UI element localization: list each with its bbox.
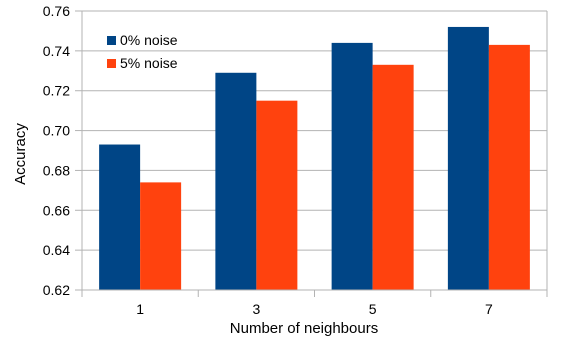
legend-label-0: 0% noise (120, 32, 178, 48)
y-tick-label-2: 0.66 (43, 202, 70, 218)
bar-noise0-k1 (99, 144, 141, 290)
y-tick-label-6: 0.74 (43, 43, 70, 59)
y-tick-label-7: 0.76 (43, 3, 70, 19)
bar-noise0-k5 (331, 42, 373, 291)
bar-noise5-k5 (372, 64, 414, 290)
bar-noise0-k3 (215, 72, 257, 291)
legend: 0% noise 5% noise (107, 32, 178, 71)
x-tick-label-5: 5 (369, 301, 377, 317)
y-axis-label: Accuracy (12, 123, 29, 185)
legend-swatch-1 (107, 59, 116, 68)
bar-noise0-k7 (447, 26, 489, 290)
y-tick-label-4: 0.70 (43, 123, 70, 139)
x-axis-label: Number of neighbours (230, 320, 378, 337)
bar-noise5-k3 (256, 100, 298, 290)
legend-label-1: 5% noise (120, 55, 178, 71)
bar-noise5-k1 (140, 182, 182, 290)
axes (75, 10, 548, 297)
y-tick-label-5: 0.72 (43, 83, 70, 99)
x-tick-label-3: 3 (252, 301, 260, 317)
y-tick-label-0: 0.62 (43, 282, 70, 298)
bars (99, 26, 530, 291)
tick-labels: 0.62 0.64 0.66 0.68 0.70 0.72 0.74 0.76 1 3 5 7 (43, 3, 493, 317)
bar-noise5-k7 (488, 44, 530, 290)
x-tick-label-7: 7 (485, 301, 493, 317)
legend-swatch-0 (107, 36, 116, 45)
y-tick-label-3: 0.68 (43, 162, 70, 178)
x-tick-label-1: 1 (136, 301, 144, 317)
y-tick-label-1: 0.64 (43, 242, 70, 258)
